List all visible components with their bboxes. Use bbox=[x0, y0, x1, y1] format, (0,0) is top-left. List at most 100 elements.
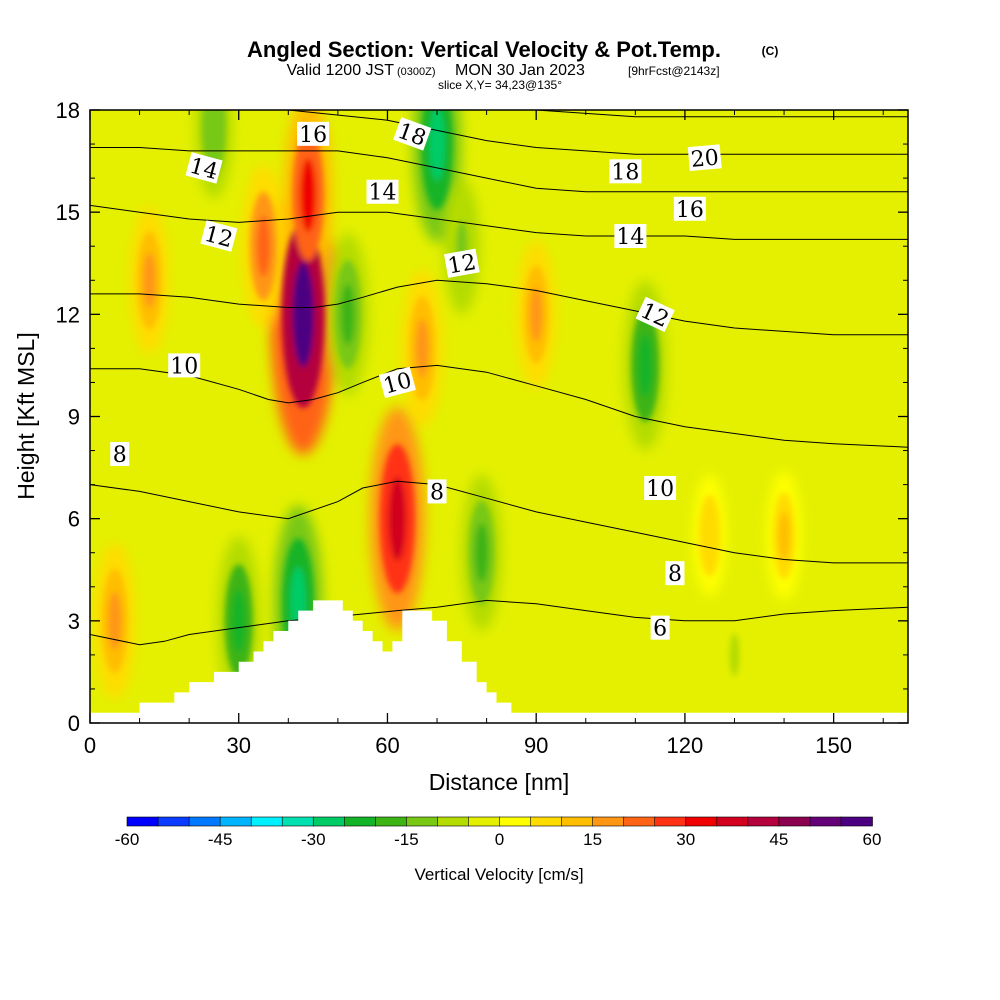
contour-label-text: 16 bbox=[676, 198, 704, 223]
colorbar-swatch bbox=[219, 816, 252, 827]
x-axis-label: Distance [nm] bbox=[429, 769, 570, 795]
y-tick-label: 12 bbox=[56, 302, 80, 327]
contour-line-18 bbox=[90, 110, 908, 155]
contour-label-box bbox=[635, 296, 675, 332]
velocity-core-3 bbox=[108, 591, 122, 651]
colorbar-swatch bbox=[747, 816, 780, 827]
velocity-core-13 bbox=[429, 110, 445, 181]
velocity-core-6 bbox=[415, 319, 429, 378]
contour-label-box bbox=[687, 144, 722, 172]
colorbar-swatch bbox=[312, 816, 346, 827]
contour-label-10: 10 bbox=[378, 366, 416, 400]
contour-label-text: 8 bbox=[113, 443, 127, 468]
velocity-core-9 bbox=[778, 511, 790, 560]
y-axis-label: Height [Kft MSL] bbox=[13, 332, 39, 499]
contour-label-box bbox=[366, 179, 399, 204]
valid-zulu: (0300Z) bbox=[397, 66, 436, 78]
contour-label-16: 16 bbox=[297, 121, 330, 148]
x-tick-label: 30 bbox=[226, 733, 250, 758]
valid-time-line: Valid 1200 JST (0300Z) MON 30 Jan 2023 [… bbox=[287, 62, 720, 79]
velocity-core-15 bbox=[638, 333, 653, 398]
contour-label-box bbox=[644, 476, 677, 501]
colorbar-swatch bbox=[250, 816, 284, 827]
velocity-core-17 bbox=[207, 110, 221, 154]
contour-label-10: 10 bbox=[168, 353, 201, 379]
contour-label-text: 20 bbox=[690, 145, 720, 172]
colorbar-swatch bbox=[530, 816, 563, 827]
copyright-mark: (C) bbox=[762, 44, 779, 58]
contour-label-box bbox=[673, 196, 706, 221]
contour-label-text: 10 bbox=[170, 354, 198, 379]
x-tick-label: 0 bbox=[84, 733, 96, 758]
y-tick-label: 15 bbox=[56, 200, 80, 225]
colorbar-swatch bbox=[592, 816, 625, 827]
contour-label-box bbox=[297, 121, 330, 146]
contour-label-box bbox=[200, 220, 238, 252]
colorbar-swatch bbox=[654, 816, 687, 827]
contour-label-box bbox=[393, 117, 432, 151]
colorbar-swatch bbox=[499, 816, 532, 827]
contour-label-text: 10 bbox=[646, 477, 674, 502]
colorbar-swatch bbox=[716, 816, 749, 827]
x-tick-label: 150 bbox=[815, 733, 852, 758]
contour-label-14: 14 bbox=[366, 179, 399, 206]
velocity-core-1 bbox=[300, 158, 317, 233]
velocity-core-7 bbox=[529, 286, 543, 342]
colorbar-swatch bbox=[468, 816, 501, 827]
velocity-core-0 bbox=[292, 261, 314, 367]
colorbar-swatch bbox=[406, 816, 439, 827]
colorbar-tick-label: -60 bbox=[115, 830, 140, 849]
velocity-core-12 bbox=[341, 283, 355, 345]
colorbar bbox=[126, 816, 873, 827]
x-axis: 0 30 60 90 120 150 bbox=[84, 110, 884, 758]
contour-label-box bbox=[665, 561, 685, 586]
colorbar-label: Vertical Velocity [cm/s] bbox=[414, 865, 583, 884]
contour-label-box bbox=[443, 248, 480, 278]
forecast-info: [9hrFcst@2143z] bbox=[628, 64, 720, 78]
contour-label-20: 20 bbox=[687, 144, 722, 173]
x-tick-label: 90 bbox=[524, 733, 548, 758]
contour-label-16: 16 bbox=[673, 196, 706, 223]
contour-label-8: 8 bbox=[427, 479, 447, 505]
contour-label-12: 12 bbox=[443, 248, 480, 279]
potential-temperature-contours bbox=[90, 110, 908, 646]
contour-label-6: 6 bbox=[650, 615, 670, 642]
contour-line-12 bbox=[90, 279, 908, 336]
colorbar-tick-label: -15 bbox=[394, 830, 419, 849]
contour-label-8: 8 bbox=[110, 441, 130, 468]
terrain-mask bbox=[90, 600, 908, 723]
contour-line-14 bbox=[90, 204, 908, 240]
velocity-core-18 bbox=[729, 633, 740, 677]
contour-label-text: 18 bbox=[611, 160, 639, 185]
velocity-core-8 bbox=[704, 512, 716, 559]
contour-label-box bbox=[378, 366, 416, 399]
contour-label-box bbox=[185, 152, 223, 184]
velocity-core-5 bbox=[256, 215, 271, 277]
contour-label-box bbox=[168, 353, 201, 378]
colorbar-tick-label: 45 bbox=[769, 830, 788, 849]
valid-date: MON 30 Jan 2023 bbox=[455, 62, 585, 79]
colorbar-tick-label: 0 bbox=[495, 830, 504, 849]
colorbar-swatch bbox=[126, 816, 159, 827]
colorbar-swatch bbox=[281, 816, 315, 827]
contour-label-text: 8 bbox=[430, 480, 444, 505]
colorbar-tick-label: -30 bbox=[301, 830, 326, 849]
colorbar-swatch bbox=[343, 816, 377, 827]
colorbar-tick-label: 15 bbox=[583, 830, 602, 849]
colorbar-swatch bbox=[157, 816, 190, 827]
y-tick-label: 9 bbox=[68, 405, 80, 430]
x-tick-label: 60 bbox=[375, 733, 399, 758]
contour-label-text: 6 bbox=[653, 617, 667, 642]
y-axis: 0 3 6 9 12 15 18 bbox=[56, 98, 908, 736]
y-tick-label: 0 bbox=[68, 711, 80, 736]
contour-line-10 bbox=[90, 364, 908, 448]
velocity-field-cores bbox=[101, 110, 796, 694]
y-tick-label: 18 bbox=[56, 98, 80, 123]
colorbar-swatch bbox=[778, 816, 811, 827]
colorbar-tick-label: 60 bbox=[863, 830, 882, 849]
contour-label-8: 8 bbox=[665, 561, 685, 587]
colorbar-swatch bbox=[623, 816, 656, 827]
contour-label-box bbox=[650, 615, 670, 640]
